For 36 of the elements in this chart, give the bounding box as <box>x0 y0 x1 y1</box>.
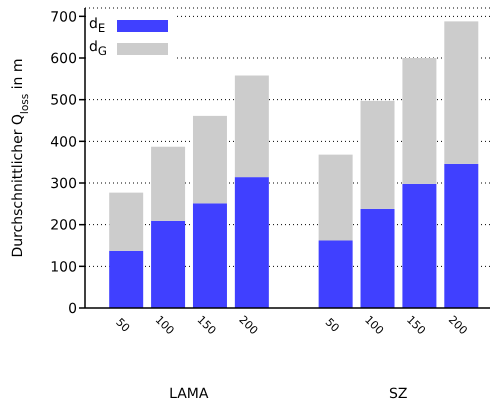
x-tick-label: 100 <box>362 313 386 338</box>
y-tick-label: 600 <box>50 50 77 67</box>
x-tick-label: 150 <box>194 313 219 338</box>
y-tick-label: 500 <box>50 92 77 109</box>
x-tick-label: 50 <box>113 316 132 335</box>
x-tick-label: 50 <box>322 316 342 335</box>
bar <box>402 184 436 308</box>
bar <box>109 250 144 308</box>
text: LAMA <box>168 386 210 402</box>
bar <box>318 240 353 308</box>
x-tick-label: 200 <box>446 313 470 338</box>
x-tick-label: 200 <box>236 313 260 338</box>
text: SZ <box>388 386 408 402</box>
y-tick-label: 100 <box>50 259 77 276</box>
bar <box>234 76 269 178</box>
bar <box>318 154 353 240</box>
bar <box>360 100 395 209</box>
y-tick-label: 700 <box>50 9 77 26</box>
bar <box>360 208 395 308</box>
y-tick-label: 0 <box>68 300 77 317</box>
bar <box>402 58 436 184</box>
bar <box>444 164 478 308</box>
y-tick-label: 400 <box>50 134 77 150</box>
bar <box>151 146 186 221</box>
bar <box>192 116 227 204</box>
x-tick-label: 100 <box>152 313 177 338</box>
bar <box>192 203 227 308</box>
y-tick-label: 200 <box>50 218 77 234</box>
y-tick-label: 300 <box>50 176 77 192</box>
legend-label: d$_{E}$ <box>89 16 106 35</box>
legend-label: d$_{G}$ <box>89 39 108 58</box>
x-tick-label: 150 <box>404 313 428 338</box>
bar <box>444 21 478 164</box>
bar <box>109 192 144 251</box>
bar <box>234 177 269 308</box>
bar <box>151 220 186 308</box>
